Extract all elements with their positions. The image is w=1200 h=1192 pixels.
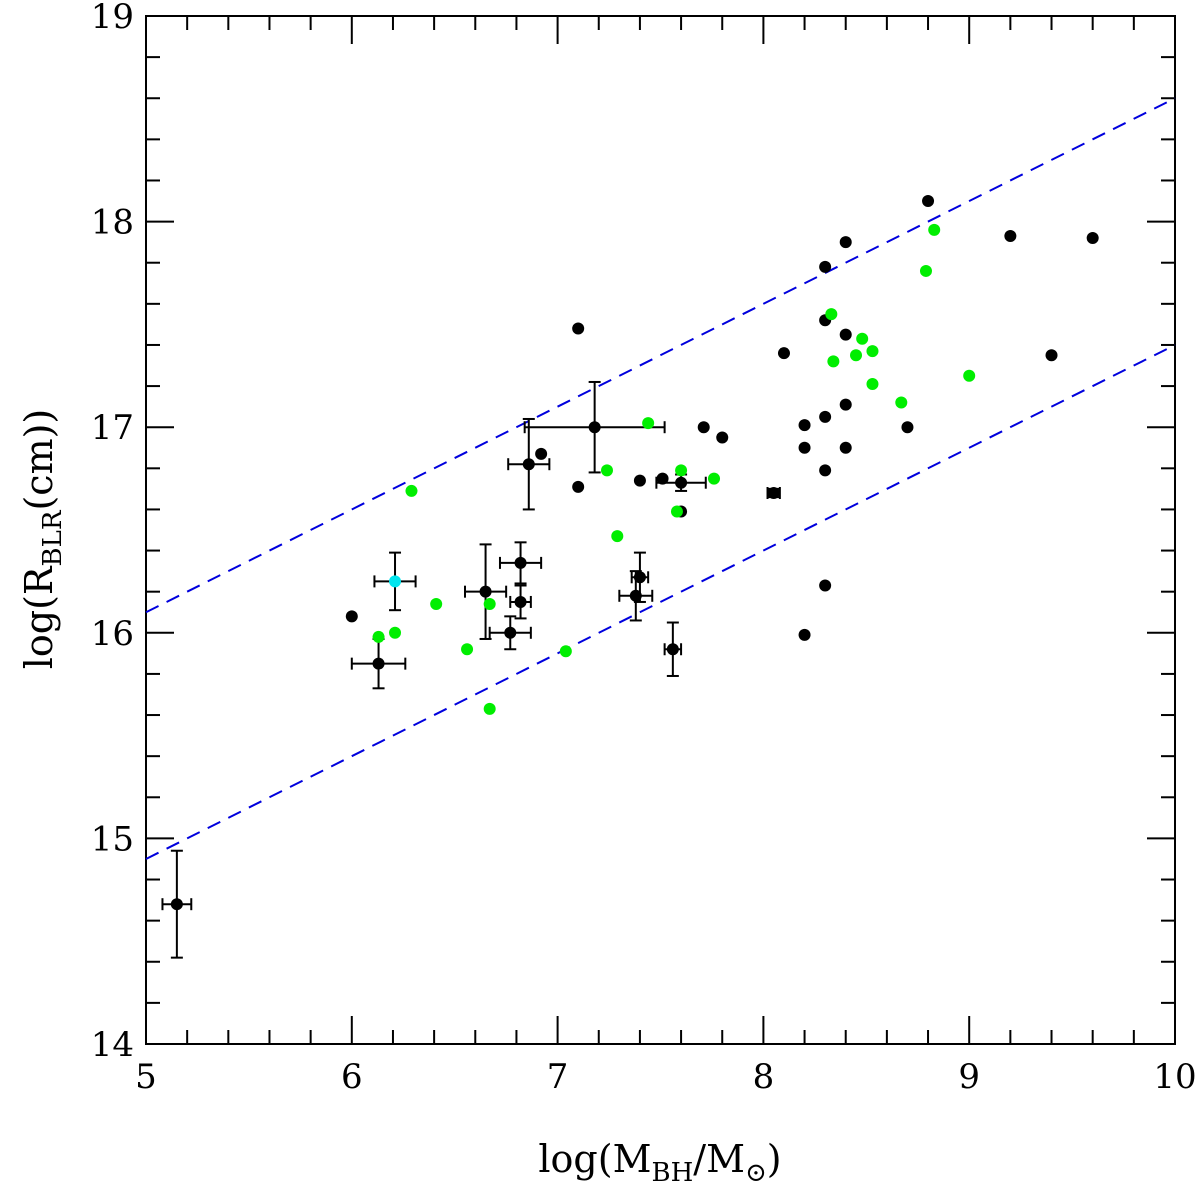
data-point-green <box>600 464 613 477</box>
data-point-green <box>483 598 496 611</box>
data-point-green <box>866 345 879 358</box>
x-tick-label: 6 <box>341 1057 363 1097</box>
data-point-black <box>1004 229 1017 242</box>
x-tick-label: 8 <box>753 1057 775 1097</box>
data-point-green <box>483 702 496 715</box>
data-point-black <box>479 585 492 598</box>
data-point-black <box>1045 349 1058 362</box>
data-point-black <box>819 410 832 423</box>
y-tick-label: 17 <box>91 408 134 448</box>
data-point-black <box>839 441 852 454</box>
x-tick-label: 5 <box>135 1057 157 1097</box>
data-point-green <box>675 464 688 477</box>
data-point-black <box>922 195 935 208</box>
dashed-bound-lines <box>145 97 1176 860</box>
data-point-black <box>629 589 642 602</box>
data-point-black <box>777 347 790 360</box>
y-axis-label: log(RBLR(cm)) <box>17 409 68 670</box>
x-tick-label: 7 <box>547 1057 569 1097</box>
data-point-black <box>798 628 811 641</box>
data-point-black <box>514 595 527 608</box>
data-point-black <box>716 431 729 444</box>
data-point-green <box>461 643 474 656</box>
x-tick-label: 9 <box>958 1057 980 1097</box>
data-point-black <box>767 486 780 499</box>
data-point-black <box>572 480 585 493</box>
data-point-green <box>670 505 683 518</box>
data-point-black <box>666 643 679 656</box>
data-point-green <box>559 645 572 658</box>
dashed-line-lower-bound <box>145 344 1176 860</box>
y-tick-label: 16 <box>91 614 134 654</box>
data-point-green <box>856 332 869 345</box>
data-point-black <box>1086 232 1099 245</box>
data-point-black <box>522 458 535 471</box>
data-point-green <box>611 530 624 543</box>
data-point-black <box>839 328 852 341</box>
data-point-black <box>514 556 527 569</box>
data-point-green <box>866 378 879 391</box>
data-points <box>161 195 1099 959</box>
plot-frame <box>145 15 1176 1045</box>
data-point-green <box>850 349 863 362</box>
data-point-black <box>819 579 832 592</box>
data-point-black <box>504 626 517 639</box>
data-point-cyan <box>389 575 402 588</box>
data-point-black <box>656 472 669 485</box>
data-point-black <box>901 421 914 434</box>
data-point-black <box>372 657 385 670</box>
data-point-black <box>675 476 688 489</box>
dashed-line-upper-bound <box>145 97 1176 614</box>
y-tick-label: 15 <box>91 819 134 859</box>
data-point-green <box>928 223 941 236</box>
data-point-black <box>819 464 832 477</box>
data-point-black <box>697 421 710 434</box>
data-point-black <box>588 421 601 434</box>
data-point-black <box>798 441 811 454</box>
data-point-black <box>572 322 585 335</box>
y-tick-label: 19 <box>91 0 134 37</box>
x-tick-label: 10 <box>1153 1057 1196 1097</box>
tick-labels: 5 6 7 8 9 10 14 15 16 17 18 19 <box>91 0 1197 1097</box>
data-point-green <box>895 396 908 409</box>
data-point-green <box>405 484 418 497</box>
data-point-green <box>430 598 443 611</box>
data-point-green <box>372 630 385 643</box>
data-point-black <box>839 398 852 411</box>
y-tick-label: 14 <box>91 1025 134 1065</box>
data-point-green <box>919 264 932 277</box>
data-point-green <box>642 417 655 430</box>
data-point-black <box>345 610 358 623</box>
data-point-green <box>963 369 976 382</box>
data-point-green <box>825 308 838 321</box>
data-point-black <box>819 260 832 273</box>
data-point-black <box>798 419 811 432</box>
data-point-black <box>839 236 852 249</box>
data-point-green <box>708 472 721 485</box>
data-point-black <box>170 898 183 911</box>
y-tick-label: 18 <box>91 203 134 243</box>
data-point-green <box>389 626 402 639</box>
data-point-black <box>633 474 646 487</box>
x-axis-label: log(MBH/M⊙) <box>538 1137 781 1188</box>
data-point-black <box>633 571 646 584</box>
data-point-black <box>535 447 548 460</box>
data-point-green <box>827 355 840 368</box>
axis-ticks <box>145 15 1176 1045</box>
